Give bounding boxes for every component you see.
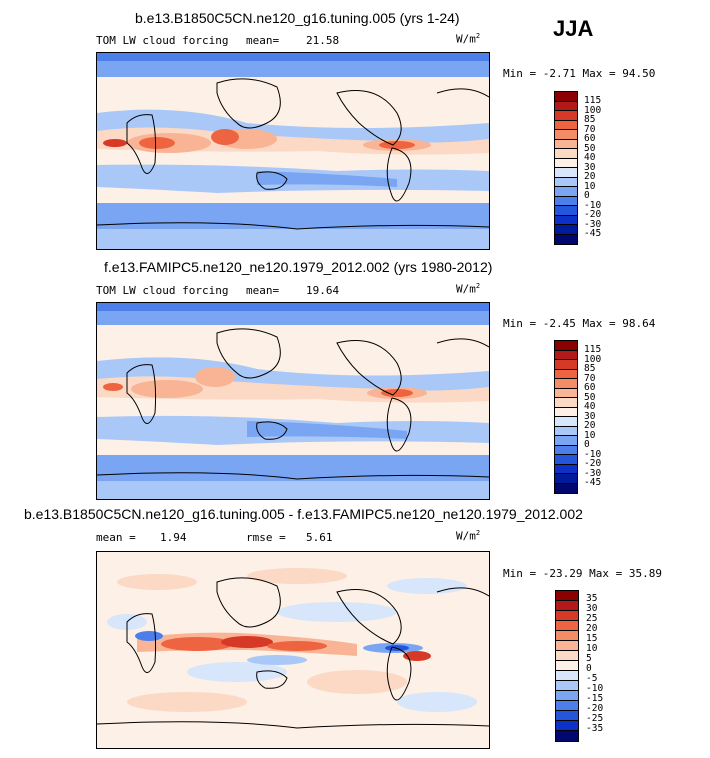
panel-3-map (96, 551, 490, 749)
panel-1-colorbar (554, 91, 578, 245)
panel-3-colorbar (555, 590, 579, 742)
panel-2-mean-label: mean= (246, 284, 280, 297)
panel-1-field-label: TOM LW cloud forcing (96, 34, 229, 47)
panel-1-mean-value: 21.58 (306, 34, 340, 47)
season-label: JJA (553, 16, 594, 41)
panel-3-rmse-label: rmse = (246, 531, 286, 544)
panel-2-title: f.e13.FAMIPC5.ne120_ne120.1979_2012.002 … (104, 259, 493, 275)
panel-2-colorbar (554, 340, 578, 494)
panel-1-mean-label: mean= (246, 34, 280, 47)
panel-1-map (96, 52, 490, 250)
panel-1-title: b.e13.B1850C5CN.ne120_g16.tuning.005 (yr… (135, 10, 460, 26)
panel-3-minmax: Min = -23.29 Max = 35.89 (503, 567, 662, 580)
panel-3-title: b.e13.B1850C5CN.ne120_g16.tuning.005 - f… (24, 506, 583, 522)
panel-2-units: W/m2 (456, 282, 481, 296)
panel-1-units: W/m2 (456, 32, 481, 46)
panel-3-units: W/m2 (456, 529, 481, 543)
panel-3-mean-value: 1.94 (160, 531, 187, 544)
panel-2-mean-value: 19.64 (306, 284, 340, 297)
panel-2-field-label: TOM LW cloud forcing (96, 284, 229, 297)
panel-3-mean-label: mean = (96, 531, 136, 544)
panel-3-rmse-value: 5.61 (306, 531, 333, 544)
panel-2-minmax: Min = -2.45 Max = 98.64 (503, 317, 656, 330)
panel-2-map (96, 302, 490, 500)
panel-1-minmax: Min = -2.71 Max = 94.50 (503, 67, 656, 80)
